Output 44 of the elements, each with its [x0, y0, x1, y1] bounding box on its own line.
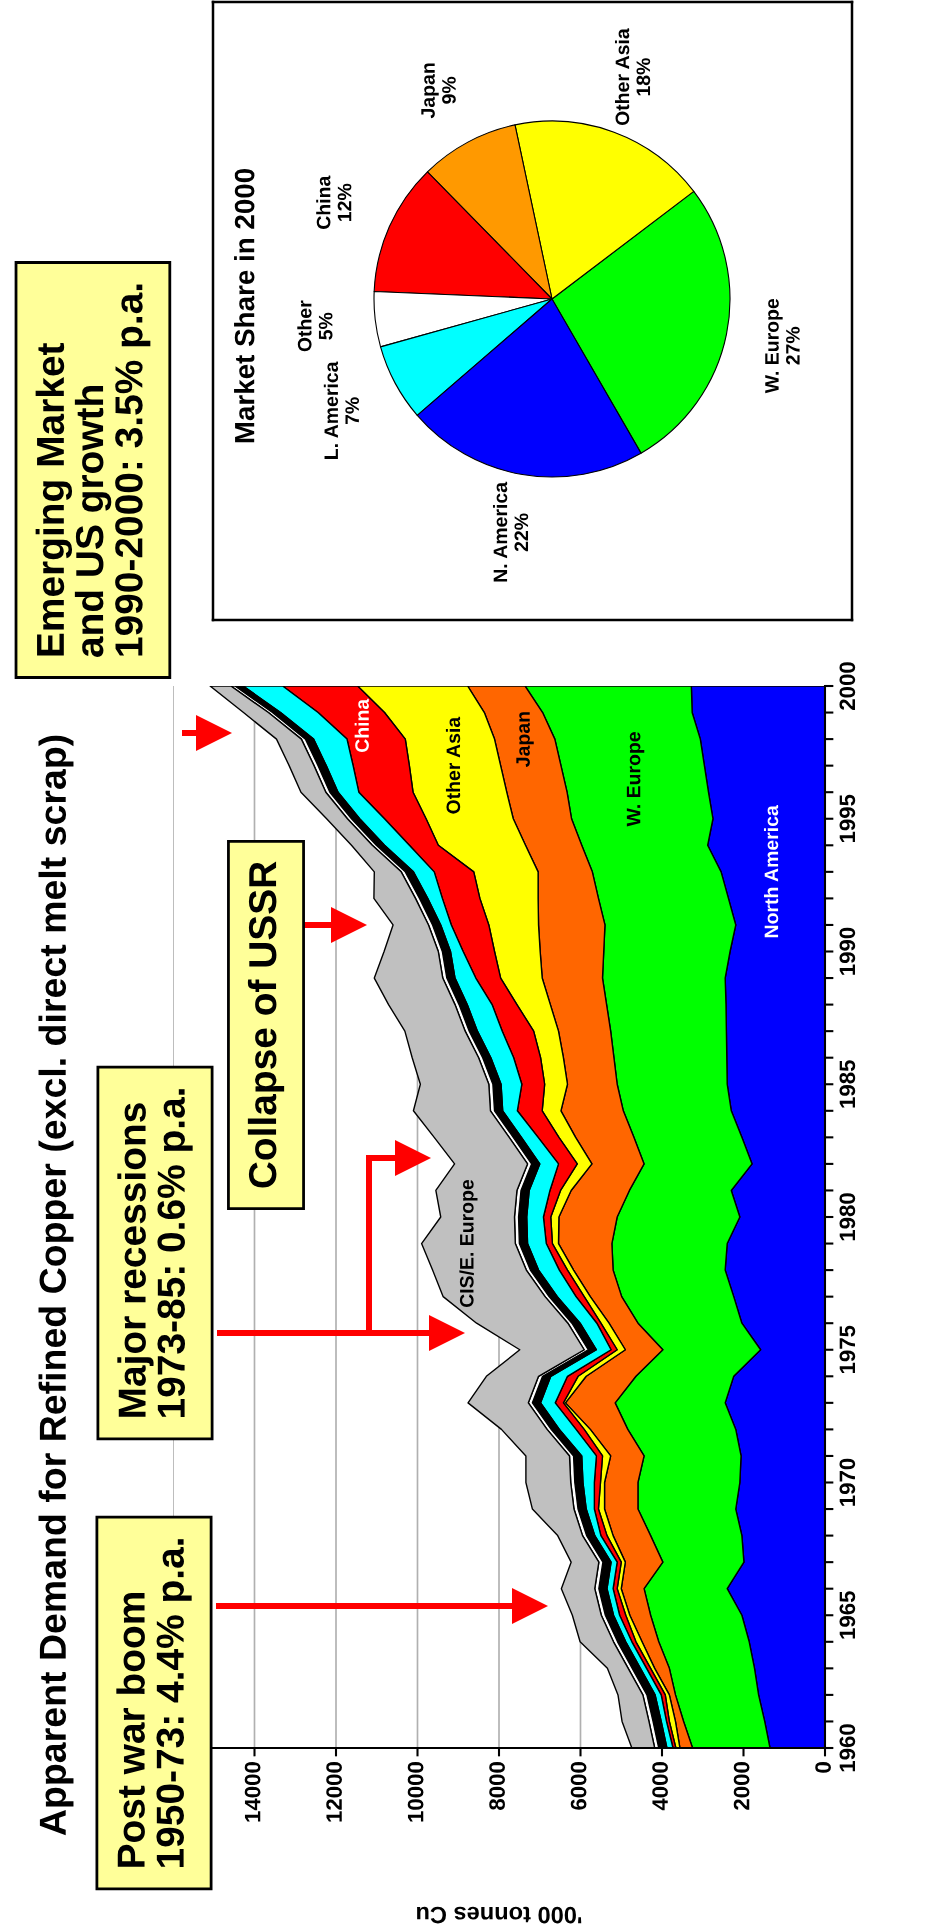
x-tick-label: 6000	[570, 1762, 587, 1810]
series-label: Other Asia	[445, 716, 461, 814]
x-tick-label: 10000	[407, 1762, 424, 1822]
slice-label: Japan	[421, 63, 439, 119]
y-tick-label: 1980	[839, 1193, 856, 1241]
y-tick-label: 1960	[839, 1724, 856, 1772]
series-label: W. Europe	[626, 732, 645, 827]
y-tick-label: 1970	[839, 1458, 856, 1506]
text: Market Share in 2000	[234, 168, 255, 443]
annotation: Major recessions 1973-85: 0.6% p.a.	[117, 1089, 193, 1417]
series-label: China	[354, 698, 369, 753]
slice-label: Other Asia	[614, 28, 630, 126]
x-tick-label: 8000	[489, 1762, 505, 1810]
text: Apparent Demand for Refined Copper (excl. direct melt scrap)	[38, 735, 74, 1836]
x-tick-label: 2000	[733, 1762, 750, 1810]
y-tick-label: 1990	[839, 927, 856, 975]
slice-label: W. Europe	[765, 298, 783, 394]
x-tick-label: 4000	[652, 1762, 668, 1811]
data-label: 27%	[785, 326, 800, 365]
annotation: Collapse of USSR	[247, 861, 285, 1188]
series-label: North America	[763, 805, 779, 938]
x-axis-title: '000 tonnes Cu	[417, 1906, 582, 1924]
x-tick-label: 0	[815, 1762, 831, 1773]
data-label: 12%	[337, 183, 352, 221]
data-label: 5%	[318, 312, 333, 340]
y-tick-label: 1965	[839, 1591, 856, 1639]
y-tick-label: 1985	[839, 1060, 856, 1108]
data-label: 22%	[514, 513, 529, 552]
y-tick-label: 1995	[839, 794, 856, 843]
y-tick-label: 2000	[839, 662, 856, 710]
annotation: Post war boom 1950-73: 4.4% p.a.	[116, 1539, 192, 1867]
y-tick-label: 1975	[839, 1325, 856, 1374]
series-label: Japan	[516, 712, 534, 767]
data-label: 7%	[345, 397, 360, 425]
x-tick-label: 14000	[244, 1762, 261, 1822]
slice-label: L. America	[323, 361, 339, 459]
data-label: 18%	[636, 58, 651, 96]
slice-label: China	[316, 175, 331, 229]
series-label: CIS/E. Europe	[459, 1179, 478, 1308]
text: Emerging Market and US growth 1990-2000: 3.5% p.a.	[35, 284, 151, 657]
slice-label: Other	[297, 300, 312, 352]
data-label: 9%	[442, 76, 456, 104]
x-tick-label: 12000	[326, 1762, 342, 1822]
slice-label: N. America	[492, 481, 508, 582]
